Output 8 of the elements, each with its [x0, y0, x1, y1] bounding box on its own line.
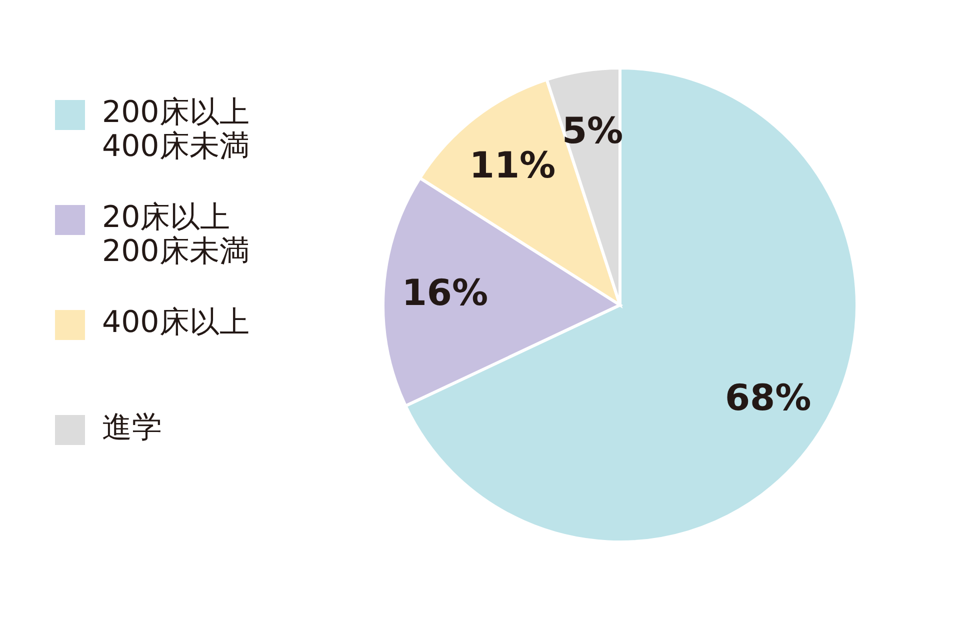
data-label: 16% — [402, 272, 488, 314]
data-label: 11% — [469, 145, 556, 186]
legend-label: 20床以上 200床未満 — [102, 200, 250, 269]
legend-label: 200床以上 400床未満 — [102, 95, 250, 164]
data-label: 68% — [724, 378, 812, 419]
legend-label: 進学 — [102, 410, 162, 445]
legend-label: 400床以上 — [102, 305, 250, 340]
data-label: 5% — [562, 110, 624, 152]
